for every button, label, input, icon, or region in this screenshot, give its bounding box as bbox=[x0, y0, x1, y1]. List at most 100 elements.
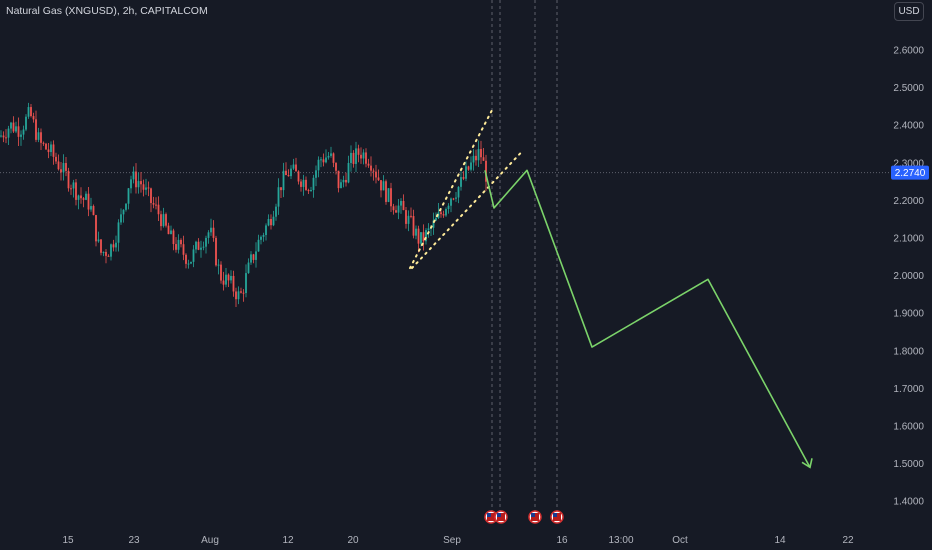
us-flag-icon[interactable] bbox=[550, 510, 564, 524]
candle bbox=[417, 225, 420, 253]
candle-body bbox=[207, 232, 210, 238]
candle bbox=[262, 232, 265, 242]
candle bbox=[137, 172, 140, 194]
candle bbox=[232, 270, 235, 297]
candle-body bbox=[260, 236, 262, 240]
candle bbox=[217, 259, 220, 275]
candle-body bbox=[367, 163, 370, 166]
candle bbox=[180, 238, 182, 248]
candle bbox=[220, 261, 222, 284]
candle-body bbox=[65, 163, 67, 171]
candle bbox=[362, 149, 365, 165]
candle-body bbox=[85, 193, 87, 200]
channel-upper-line bbox=[409, 109, 493, 270]
candle-body bbox=[462, 177, 465, 179]
candle-body bbox=[382, 181, 385, 191]
candle-body bbox=[50, 144, 52, 153]
candle-body bbox=[332, 153, 335, 163]
candle-body bbox=[167, 225, 170, 235]
candle-body bbox=[295, 164, 297, 172]
candle-body bbox=[472, 155, 475, 163]
candle bbox=[445, 207, 447, 217]
candle-body bbox=[385, 181, 387, 202]
candle-body bbox=[182, 244, 185, 255]
y-tick-label: 1.7000 bbox=[893, 384, 924, 395]
candle-body bbox=[392, 206, 395, 211]
candle-body bbox=[145, 187, 147, 190]
candle-body bbox=[97, 239, 100, 242]
candle bbox=[135, 163, 137, 194]
candle-body bbox=[440, 212, 442, 215]
candle-body bbox=[347, 162, 350, 183]
candle bbox=[160, 210, 162, 231]
candle bbox=[395, 205, 397, 213]
candle bbox=[90, 197, 92, 212]
candle bbox=[197, 238, 200, 251]
flag-canton bbox=[553, 513, 557, 517]
candle bbox=[467, 165, 470, 171]
candle-body bbox=[337, 170, 340, 189]
candle-body bbox=[120, 214, 122, 223]
candle-body bbox=[327, 155, 330, 158]
candle bbox=[325, 149, 327, 164]
candle-body bbox=[297, 171, 300, 182]
candle bbox=[407, 210, 410, 232]
candle bbox=[77, 194, 80, 210]
candle-body bbox=[427, 228, 430, 231]
candle-body bbox=[375, 171, 377, 178]
candle-body bbox=[277, 187, 280, 207]
candle-body bbox=[185, 254, 187, 264]
candle-body bbox=[125, 203, 127, 210]
candle bbox=[242, 289, 245, 302]
candle bbox=[280, 187, 282, 199]
candle-body bbox=[212, 227, 215, 238]
candle-body bbox=[445, 209, 447, 216]
candle bbox=[450, 197, 452, 213]
candle bbox=[35, 110, 37, 143]
candle bbox=[415, 225, 417, 240]
candle bbox=[367, 158, 370, 168]
candle bbox=[112, 239, 115, 252]
x-tick-label: 13:00 bbox=[608, 535, 633, 546]
us-flag-icon[interactable] bbox=[494, 510, 508, 524]
candle-body bbox=[230, 275, 232, 281]
candle bbox=[50, 141, 52, 157]
candle bbox=[482, 148, 485, 161]
candle bbox=[452, 197, 455, 201]
candle bbox=[0, 130, 2, 138]
candle bbox=[92, 204, 95, 216]
projection-path bbox=[484, 169, 811, 468]
candle-body bbox=[202, 246, 205, 248]
candle bbox=[310, 186, 312, 192]
candle-body bbox=[75, 182, 77, 200]
candle bbox=[165, 212, 167, 228]
projection-arrowhead bbox=[801, 458, 813, 469]
candle-body bbox=[200, 247, 202, 250]
candle-body bbox=[0, 135, 2, 137]
candle bbox=[307, 188, 310, 195]
candle-body bbox=[287, 175, 290, 177]
candle-body bbox=[147, 187, 150, 189]
currency-button[interactable]: USD bbox=[894, 2, 924, 21]
candle-body bbox=[210, 227, 212, 233]
y-tick-label: 2.4000 bbox=[893, 121, 924, 132]
candle-body bbox=[5, 137, 7, 139]
x-tick-label: 22 bbox=[842, 535, 854, 546]
candle bbox=[85, 191, 87, 201]
x-tick-label: Aug bbox=[201, 535, 219, 546]
candle bbox=[475, 149, 477, 166]
candle-body bbox=[357, 148, 360, 155]
candle bbox=[245, 264, 247, 298]
candle bbox=[7, 125, 10, 145]
candle-body bbox=[227, 274, 230, 281]
candle bbox=[400, 198, 402, 214]
us-flag-icon[interactable] bbox=[528, 510, 542, 524]
candle-body bbox=[40, 132, 42, 143]
candle-body bbox=[27, 107, 30, 117]
candle-body bbox=[150, 188, 152, 204]
candle-body bbox=[115, 242, 117, 248]
y-tick-label: 2.5000 bbox=[893, 83, 924, 94]
candle-body bbox=[320, 159, 322, 161]
candle bbox=[322, 153, 325, 167]
